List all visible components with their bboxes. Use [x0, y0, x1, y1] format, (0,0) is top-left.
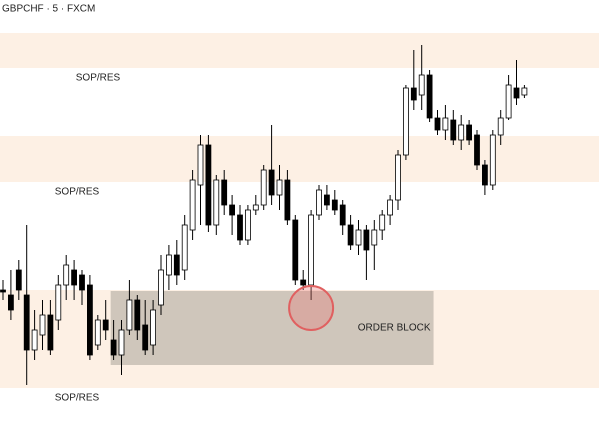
candle-body — [158, 269, 164, 306]
candle-body — [284, 179, 291, 221]
candle-body — [521, 87, 528, 96]
candle-body — [71, 269, 77, 286]
candle-body — [39, 314, 46, 336]
candle-body — [316, 189, 322, 216]
candle-body — [300, 279, 307, 286]
candle-body — [292, 219, 299, 281]
candle-body — [134, 299, 141, 331]
candle-body — [402, 87, 409, 156]
candle-body — [268, 169, 275, 196]
candle-body — [339, 204, 346, 226]
candle-body — [23, 294, 30, 351]
candle-body — [513, 87, 520, 99]
candle-body — [387, 199, 394, 216]
candle-body — [497, 117, 504, 136]
candle-body — [213, 179, 220, 226]
zone-label: SOP/RES — [55, 393, 100, 404]
highlight-circle — [288, 285, 335, 331]
candle-body — [410, 87, 417, 101]
zone-label: SOP/RES — [76, 73, 121, 84]
candle-body — [244, 209, 251, 241]
candle-body — [181, 224, 188, 271]
candle-body — [173, 254, 180, 276]
candle-body — [237, 214, 243, 241]
candle-body — [118, 329, 125, 356]
order-block-label: ORDER BLOCK — [358, 323, 431, 334]
candle-body — [276, 179, 283, 196]
candle-body — [458, 124, 465, 141]
candle-body — [102, 319, 109, 331]
candle-body — [395, 154, 401, 201]
candle-body — [434, 117, 441, 131]
candle-body — [63, 264, 70, 286]
candle-body — [481, 164, 488, 186]
candle-body — [474, 134, 480, 166]
candle-body — [489, 134, 496, 186]
candle-body — [450, 119, 457, 141]
candle-body — [363, 229, 370, 251]
candle-body — [126, 299, 133, 331]
candle-body — [260, 169, 267, 206]
candle-body — [197, 144, 204, 186]
candle-body — [371, 229, 378, 246]
candle-body — [7, 294, 14, 311]
zone — [0, 33, 599, 68]
candle-body — [466, 124, 473, 141]
candle-body — [205, 144, 212, 226]
candle-body — [379, 214, 386, 231]
candle-body — [150, 309, 157, 346]
candle-body — [323, 194, 330, 206]
zone-label: SOP/RES — [55, 187, 100, 198]
candle-body — [252, 204, 259, 211]
candle-body — [505, 84, 512, 119]
candle-body — [142, 324, 149, 351]
candle-body — [79, 274, 85, 291]
candle-body — [418, 74, 425, 96]
candle-body — [94, 319, 101, 346]
candle-body — [110, 339, 117, 356]
candle-body — [221, 179, 228, 206]
zone — [0, 136, 599, 182]
candle-body — [331, 199, 338, 211]
candle-body — [0, 289, 6, 293]
candle-body — [426, 74, 433, 119]
candle-body — [31, 329, 38, 351]
candle-body — [87, 284, 93, 356]
order-block — [110, 291, 434, 365]
candle-body — [47, 314, 54, 351]
chart-title: GBPCHF · 5 · FXCM — [2, 4, 95, 15]
candle-body — [442, 117, 449, 131]
candle-body — [165, 254, 172, 276]
candle-body — [229, 204, 236, 216]
candle-body — [355, 229, 362, 246]
candle-body — [189, 179, 196, 231]
candle-body — [347, 224, 354, 246]
candle-body — [15, 269, 22, 291]
candle-body — [308, 214, 315, 286]
candle-body — [55, 284, 62, 321]
